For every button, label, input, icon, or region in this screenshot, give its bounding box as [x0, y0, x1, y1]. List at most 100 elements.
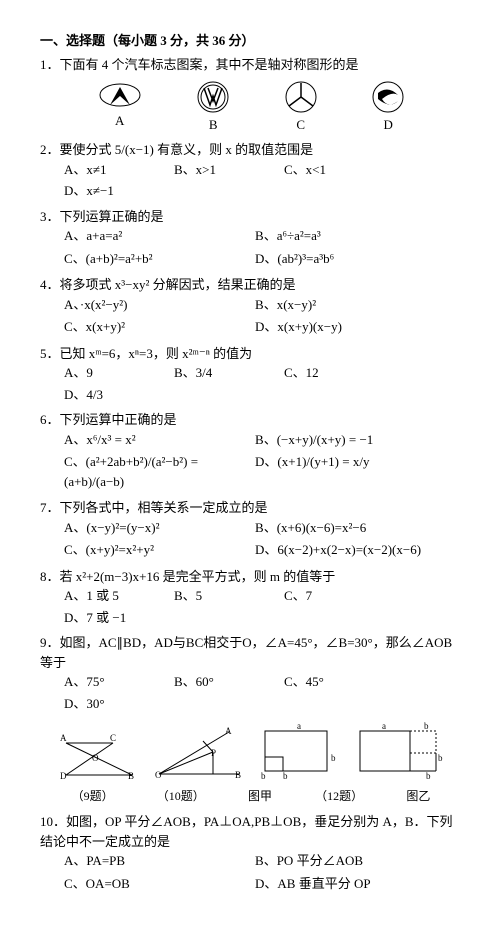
svg-text:D: D: [60, 771, 67, 781]
q10-options: A、PA=PB B、PO 平分∠AOB C、OA=OB D、AB 垂直平分 OP: [64, 851, 462, 896]
q8-opt-c: C、7: [284, 586, 384, 606]
question-8: 8．若 x²+2(m−3)x+16 是完全平方式，则 m 的值等于 A、1 或 …: [40, 567, 462, 630]
q4-options: A、·x(x²−y²) B、x(x−y)² C、x(x+y)² D、x(x+y)…: [64, 295, 462, 340]
q3-opt-c: C、(a+b)²=a²+b²: [64, 249, 255, 269]
q10-opt-a: A、PA=PB: [64, 851, 255, 871]
vw-icon: [197, 81, 229, 113]
q1-label-b: B: [209, 115, 218, 135]
logo-a: A: [98, 81, 142, 135]
svg-text:b: b: [261, 771, 266, 781]
q7-opt-c: C、(x+y)²=x²+y²: [64, 540, 255, 560]
q5-stem: 5．已知 xᵐ=6，xⁿ=3，则 x²ᵐ⁻ⁿ 的值为: [40, 344, 462, 364]
svg-text:b: b: [331, 753, 336, 763]
q5-opt-d: D、4/3: [64, 385, 164, 405]
svg-text:B: B: [128, 771, 134, 781]
q6-opt-b: B、(−x+y)/(x+y) = −1: [255, 430, 446, 450]
svg-text:a: a: [382, 721, 386, 731]
svg-text:C: C: [110, 733, 116, 743]
svg-text:b: b: [426, 771, 431, 781]
question-3: 3．下列运算正确的是 A、a+a=a² B、a⁶÷a²=a³ C、(a+b)²=…: [40, 207, 462, 272]
q5-options: A、9 B、3/4 C、12 D、4/3: [64, 363, 462, 406]
logo-c: C: [285, 81, 317, 135]
question-9: 9．如图，AC∥BD，AD与BC相交于O，∠A=45°，∠B=30°，那么∠AO…: [40, 633, 462, 715]
q4-stem: 4．将多项式 x³−xy² 分解因式，结果正确的是: [40, 275, 462, 295]
q7-options: A、(x−y)²=(y−x)² B、(x+6)(x−6)=x²−6 C、(x+y…: [64, 518, 462, 563]
q7-opt-b: B、(x+6)(x−6)=x²−6: [255, 518, 446, 538]
q1-label-d: D: [384, 115, 393, 135]
q9-opt-a: A、75°: [64, 672, 164, 692]
dongfeng-icon: [372, 81, 404, 113]
q1-stem: 1．下面有 4 个汽车标志图案，其中不是轴对称图形的是: [40, 55, 462, 75]
q2-opt-b: B、x>1: [174, 160, 274, 180]
q5-opt-c: C、12: [284, 363, 384, 383]
q6-opt-a: A、x⁶/x³ = x²: [64, 430, 255, 450]
svg-text:b: b: [438, 753, 443, 763]
svg-text:b: b: [424, 721, 429, 731]
q7-opt-d: D、6(x−2)+x(2−x)=(x−2)(x−6): [255, 540, 446, 560]
q1-logos: A B C D: [70, 81, 432, 135]
question-6: 6．下列运算中正确的是 A、x⁶/x³ = x² B、(−x+y)/(x+y) …: [40, 410, 462, 494]
q2-opt-a: A、x≠1: [64, 160, 164, 180]
svg-text:b: b: [283, 771, 288, 781]
infiniti-icon: [98, 81, 142, 109]
fig-q10: OA BP: [153, 726, 243, 781]
q9-opt-b: B、60°: [174, 672, 274, 692]
q4-opt-d: D、x(x+y)(x−y): [255, 317, 446, 337]
q3-opt-b: B、a⁶÷a²=a³: [255, 226, 446, 246]
q3-opt-a: A、a+a=a²: [64, 226, 255, 246]
q6-options: A、x⁶/x³ = x² B、(−x+y)/(x+y) = −1 C、(a²+2…: [64, 430, 462, 495]
cap-yi: 图乙: [406, 787, 430, 804]
q3-stem: 3．下列运算正确的是: [40, 207, 462, 227]
q10-stem: 10．如图，OP 平分∠AOB，PA⊥OA,PB⊥OB，垂足分别为 A，B．下列…: [40, 812, 462, 851]
q4-opt-a: A、·x(x²−y²): [64, 295, 255, 315]
q9-opt-d: D、30°: [64, 694, 164, 714]
section-header: 一、选择题（每小题 3 分，共 36 分）: [40, 30, 462, 49]
q4-opt-c: C、x(x+y)²: [64, 317, 255, 337]
question-5: 5．已知 xᵐ=6，xⁿ=3，则 x²ᵐ⁻ⁿ 的值为 A、9 B、3/4 C、1…: [40, 344, 462, 407]
cap-jia: 图甲: [248, 787, 272, 804]
q4-opt-b: B、x(x−y)²: [255, 295, 446, 315]
q10-opt-d: D、AB 垂直平分 OP: [255, 874, 446, 894]
cap-10: （10题）: [157, 787, 205, 804]
q2-opt-c: C、x<1: [284, 160, 384, 180]
question-4: 4．将多项式 x³−xy² 分解因式，结果正确的是 A、·x(x²−y²) B、…: [40, 275, 462, 340]
q7-opt-a: A、(x−y)²=(y−x)²: [64, 518, 255, 538]
benz-icon: [285, 81, 317, 113]
q10-opt-b: B、PO 平分∠AOB: [255, 851, 446, 871]
fig-jia: a b b b: [259, 721, 339, 781]
q6-stem: 6．下列运算中正确的是: [40, 410, 462, 430]
fig-yi: ab bb: [354, 721, 444, 781]
svg-text:a: a: [297, 721, 301, 731]
svg-text:B: B: [235, 770, 241, 780]
svg-text:O: O: [155, 770, 162, 780]
q8-stem: 8．若 x²+2(m−3)x+16 是完全平方式，则 m 的值等于: [40, 567, 462, 587]
q5-opt-a: A、9: [64, 363, 164, 383]
q3-options: A、a+a=a² B、a⁶÷a²=a³ C、(a+b)²=a²+b² D、(ab…: [64, 226, 462, 271]
q8-opt-b: B、5: [174, 586, 274, 606]
q1-label-c: C: [296, 115, 305, 135]
logo-b: B: [197, 81, 229, 135]
q6-opt-c: C、(a²+2ab+b²)/(a²−b²) = (a+b)/(a−b): [64, 452, 255, 491]
cap-9: （9题）: [72, 787, 114, 804]
question-7: 7．下列各式中，相等关系一定成立的是 A、(x−y)²=(y−x)² B、(x+…: [40, 498, 462, 563]
figures-row: AC DB O OA BP ab bb ab bb: [50, 721, 452, 781]
q9-stem: 9．如图，AC∥BD，AD与BC相交于O，∠A=45°，∠B=30°，那么∠AO…: [40, 633, 462, 672]
q7-stem: 7．下列各式中，相等关系一定成立的是: [40, 498, 462, 518]
cap-12: （12题）: [315, 787, 363, 804]
q10-opt-c: C、OA=OB: [64, 874, 255, 894]
q9-opt-c: C、45°: [284, 672, 384, 692]
q5-opt-b: B、3/4: [174, 363, 274, 383]
q8-options: A、1 或 5 B、5 C、7 D、7 或 −1: [64, 586, 462, 629]
q2-opt-d: D、x≠−1: [64, 181, 164, 201]
question-10: 10．如图，OP 平分∠AOB，PA⊥OA,PB⊥OB，垂足分别为 A，B．下列…: [40, 812, 462, 896]
q1-label-a: A: [115, 111, 124, 131]
q8-opt-d: D、7 或 −1: [64, 608, 164, 628]
q2-stem: 2．要使分式 5/(x−1) 有意义，则 x 的取值范围是: [40, 140, 462, 160]
logo-d: D: [372, 81, 404, 135]
question-1: 1．下面有 4 个汽车标志图案，其中不是轴对称图形的是 A B C D: [40, 55, 462, 134]
fig-q9: AC DB O: [58, 731, 138, 781]
svg-text:A: A: [60, 733, 67, 743]
figure-captions: （9题） （10题） 图甲 （12题） 图乙: [50, 787, 452, 804]
q2-options: A、x≠1 B、x>1 C、x<1 D、x≠−1: [64, 160, 462, 203]
q8-opt-a: A、1 或 5: [64, 586, 164, 606]
